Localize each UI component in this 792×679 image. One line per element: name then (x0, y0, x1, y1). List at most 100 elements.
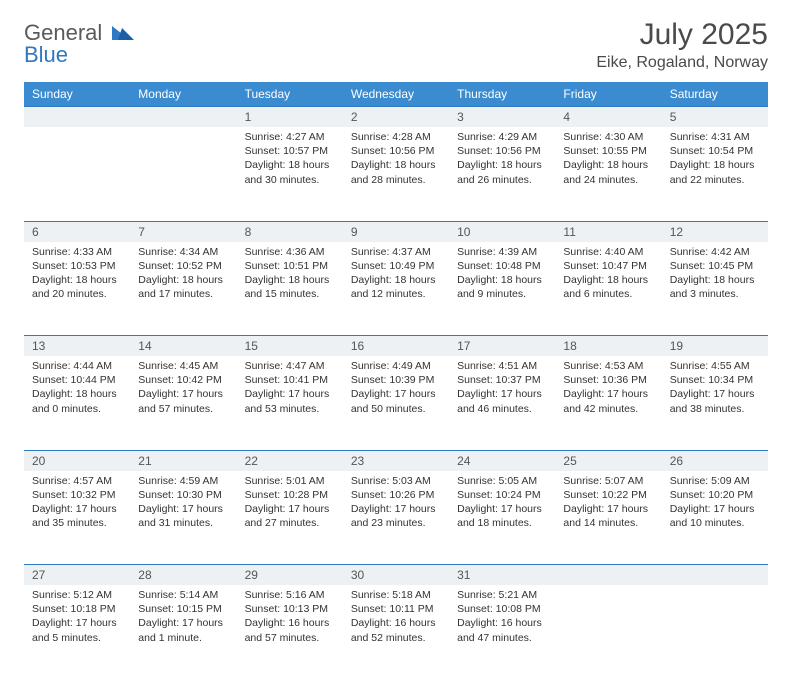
day-content: Sunrise: 4:40 AMSunset: 10:47 PMDaylight… (555, 242, 661, 308)
day-content: Sunrise: 4:34 AMSunset: 10:52 PMDaylight… (130, 242, 236, 308)
day-content: Sunrise: 5:16 AMSunset: 10:13 PMDaylight… (237, 585, 343, 651)
header: General Blue July 2025 Eike, Rogaland, N… (24, 18, 768, 72)
calendar-page: General Blue July 2025 Eike, Rogaland, N… (0, 0, 792, 679)
day-cell: Sunrise: 4:27 AMSunset: 10:57 PMDaylight… (237, 127, 343, 221)
day-cell: Sunrise: 4:40 AMSunset: 10:47 PMDaylight… (555, 242, 661, 336)
day-number: 8 (237, 221, 343, 242)
day-content: Sunrise: 5:05 AMSunset: 10:24 PMDaylight… (449, 471, 555, 537)
day-cell: Sunrise: 4:36 AMSunset: 10:51 PMDaylight… (237, 242, 343, 336)
logo-triangle-icon (112, 20, 134, 45)
logo-text: General Blue (24, 22, 134, 66)
day-number: 19 (662, 336, 768, 357)
day-number (555, 565, 661, 586)
day-number: 13 (24, 336, 130, 357)
day-number (24, 107, 130, 128)
day-number (130, 107, 236, 128)
day-number: 4 (555, 107, 661, 128)
day-cell: Sunrise: 4:29 AMSunset: 10:56 PMDaylight… (449, 127, 555, 221)
day-number: 1 (237, 107, 343, 128)
day-number: 9 (343, 221, 449, 242)
day-content: Sunrise: 4:27 AMSunset: 10:57 PMDaylight… (237, 127, 343, 193)
logo: General Blue (24, 22, 134, 66)
day-number: 5 (662, 107, 768, 128)
day-content-row: Sunrise: 4:57 AMSunset: 10:32 PMDaylight… (24, 471, 768, 565)
day-content-row: Sunrise: 4:27 AMSunset: 10:57 PMDaylight… (24, 127, 768, 221)
day-number: 29 (237, 565, 343, 586)
weekday-header: Monday (130, 82, 236, 107)
weekday-header: Saturday (662, 82, 768, 107)
day-content: Sunrise: 4:42 AMSunset: 10:45 PMDaylight… (662, 242, 768, 308)
day-cell: Sunrise: 4:45 AMSunset: 10:42 PMDaylight… (130, 356, 236, 450)
day-content: Sunrise: 5:21 AMSunset: 10:08 PMDaylight… (449, 585, 555, 651)
day-cell: Sunrise: 5:16 AMSunset: 10:13 PMDaylight… (237, 585, 343, 679)
day-cell: Sunrise: 5:12 AMSunset: 10:18 PMDaylight… (24, 585, 130, 679)
day-content: Sunrise: 4:59 AMSunset: 10:30 PMDaylight… (130, 471, 236, 537)
day-number-row: 13141516171819 (24, 336, 768, 357)
weekday-header: Sunday (24, 82, 130, 107)
day-number: 20 (24, 450, 130, 471)
day-number-row: 20212223242526 (24, 450, 768, 471)
day-content: Sunrise: 4:49 AMSunset: 10:39 PMDaylight… (343, 356, 449, 422)
day-cell: Sunrise: 4:47 AMSunset: 10:41 PMDaylight… (237, 356, 343, 450)
calendar-table: SundayMondayTuesdayWednesdayThursdayFrid… (24, 82, 768, 679)
day-number: 7 (130, 221, 236, 242)
day-content: Sunrise: 4:47 AMSunset: 10:41 PMDaylight… (237, 356, 343, 422)
day-content: Sunrise: 5:18 AMSunset: 10:11 PMDaylight… (343, 585, 449, 651)
day-number: 14 (130, 336, 236, 357)
day-number: 26 (662, 450, 768, 471)
day-cell: Sunrise: 4:37 AMSunset: 10:49 PMDaylight… (343, 242, 449, 336)
day-content: Sunrise: 4:55 AMSunset: 10:34 PMDaylight… (662, 356, 768, 422)
day-number: 30 (343, 565, 449, 586)
day-content: Sunrise: 4:30 AMSunset: 10:55 PMDaylight… (555, 127, 661, 193)
day-cell: Sunrise: 5:03 AMSunset: 10:26 PMDaylight… (343, 471, 449, 565)
logo-word-blue: Blue (24, 42, 68, 67)
day-number: 28 (130, 565, 236, 586)
day-number: 22 (237, 450, 343, 471)
location: Eike, Rogaland, Norway (596, 54, 768, 72)
day-cell: Sunrise: 4:51 AMSunset: 10:37 PMDaylight… (449, 356, 555, 450)
day-cell: Sunrise: 4:44 AMSunset: 10:44 PMDaylight… (24, 356, 130, 450)
day-number-row: 2728293031 (24, 565, 768, 586)
day-cell: Sunrise: 4:34 AMSunset: 10:52 PMDaylight… (130, 242, 236, 336)
weekday-header: Tuesday (237, 82, 343, 107)
day-content: Sunrise: 4:39 AMSunset: 10:48 PMDaylight… (449, 242, 555, 308)
day-number: 17 (449, 336, 555, 357)
day-cell (24, 127, 130, 221)
day-content: Sunrise: 4:45 AMSunset: 10:42 PMDaylight… (130, 356, 236, 422)
day-content: Sunrise: 5:07 AMSunset: 10:22 PMDaylight… (555, 471, 661, 537)
day-number: 24 (449, 450, 555, 471)
calendar-head: SundayMondayTuesdayWednesdayThursdayFrid… (24, 82, 768, 107)
day-cell (555, 585, 661, 679)
day-content: Sunrise: 5:03 AMSunset: 10:26 PMDaylight… (343, 471, 449, 537)
day-number: 16 (343, 336, 449, 357)
day-cell: Sunrise: 4:31 AMSunset: 10:54 PMDaylight… (662, 127, 768, 221)
day-content: Sunrise: 4:57 AMSunset: 10:32 PMDaylight… (24, 471, 130, 537)
day-content: Sunrise: 4:29 AMSunset: 10:56 PMDaylight… (449, 127, 555, 193)
day-cell: Sunrise: 4:55 AMSunset: 10:34 PMDaylight… (662, 356, 768, 450)
day-number: 12 (662, 221, 768, 242)
day-number: 23 (343, 450, 449, 471)
day-cell: Sunrise: 4:42 AMSunset: 10:45 PMDaylight… (662, 242, 768, 336)
calendar-body: 1 23 45 Sunrise: 4:27 AMSunset: 10:57 PMDay… (24, 107, 768, 679)
weekday-header: Thursday (449, 82, 555, 107)
day-cell: Sunrise: 5:21 AMSunset: 10:08 PMDaylight… (449, 585, 555, 679)
day-content-row: Sunrise: 5:12 AMSunset: 10:18 PMDaylight… (24, 585, 768, 679)
day-number: 18 (555, 336, 661, 357)
day-number: 25 (555, 450, 661, 471)
day-content: Sunrise: 4:51 AMSunset: 10:37 PMDaylight… (449, 356, 555, 422)
month-title: July 2025 (596, 18, 768, 52)
weekday-header: Wednesday (343, 82, 449, 107)
day-cell: Sunrise: 5:07 AMSunset: 10:22 PMDaylight… (555, 471, 661, 565)
day-cell: Sunrise: 4:57 AMSunset: 10:32 PMDaylight… (24, 471, 130, 565)
weekday-header: Friday (555, 82, 661, 107)
day-content: Sunrise: 5:01 AMSunset: 10:28 PMDaylight… (237, 471, 343, 537)
day-cell: Sunrise: 4:59 AMSunset: 10:30 PMDaylight… (130, 471, 236, 565)
day-cell: Sunrise: 4:39 AMSunset: 10:48 PMDaylight… (449, 242, 555, 336)
day-number: 10 (449, 221, 555, 242)
day-content: Sunrise: 4:37 AMSunset: 10:49 PMDaylight… (343, 242, 449, 308)
day-cell: Sunrise: 5:14 AMSunset: 10:15 PMDaylight… (130, 585, 236, 679)
day-number-row: 6789101112 (24, 221, 768, 242)
day-content: Sunrise: 4:53 AMSunset: 10:36 PMDaylight… (555, 356, 661, 422)
day-content: Sunrise: 4:28 AMSunset: 10:56 PMDaylight… (343, 127, 449, 193)
day-cell: Sunrise: 5:01 AMSunset: 10:28 PMDaylight… (237, 471, 343, 565)
